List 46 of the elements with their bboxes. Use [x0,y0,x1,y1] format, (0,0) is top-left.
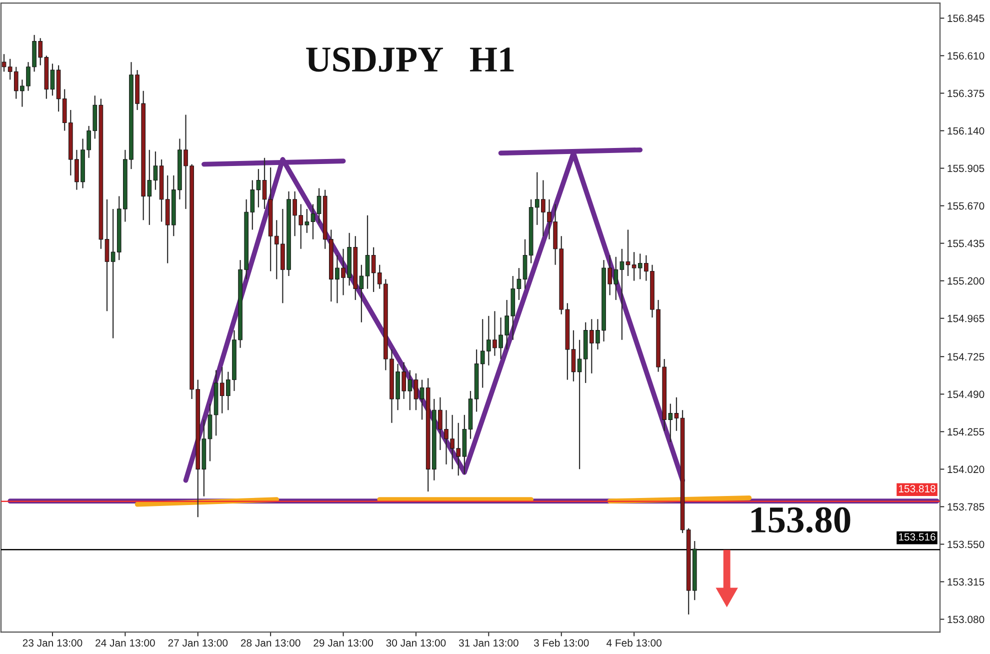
y-tick-label: 155.435 [948,240,984,248]
ref-line-label: 153.516 [898,533,936,541]
y-tick-label: 153.785 [948,503,984,511]
x-tick-label: 4 Feb 13:00 [606,638,662,647]
x-tick-label: 29 Jan 13:00 [314,639,373,647]
candlestick [522,238,528,290]
y-tick-label: 153.315 [948,578,984,586]
y-tick-label: 156.140 [948,127,984,135]
text: USDJPY H1 [306,48,514,72]
x-tick-label: 28 Jan 13:00 [240,639,300,647]
y-tick-label: 154.725 [948,353,984,361]
candlestick [577,339,582,470]
x-tick-label: 30 Jan 13:00 [386,639,446,647]
candlestick [50,63,55,96]
y-tick-label: 153.080 [948,616,984,624]
candlestick [310,204,316,240]
y-tick-label: 155.200 [948,277,984,285]
x-tick-label: 24 Jan 13:00 [96,639,155,647]
candlestick [208,403,212,462]
candlestick [153,150,158,190]
candlestick [316,188,322,224]
x-tick-label: 27 Jan 13:00 [168,639,228,647]
candlestick [420,379,424,420]
x-tick-label: 31 Jan 13:00 [458,639,518,647]
candlestick [256,168,261,208]
candlestick [674,396,679,432]
candlestick [571,330,576,382]
x-tick-label: 23 Jan 13:00 [22,639,82,647]
y-tick-label: 154.020 [948,466,984,474]
candlestick [516,267,522,301]
candlestick [104,198,110,312]
y-tick-label: 155.670 [948,202,984,210]
x-tick-label: 3 Feb 13:00 [534,638,589,647]
y-tick-label: 154.965 [948,314,984,322]
candlestick [262,157,267,210]
y-tick-label: 153.550 [948,540,984,548]
annotation: 153.80 [752,507,850,533]
candlestick [414,372,418,411]
candlestick [365,214,370,290]
y-tick-label: 156.845 [948,14,984,22]
y-tick-label: 154.255 [948,428,984,436]
y-tick-label: 155.905 [948,164,984,172]
y-tick-label: 154.490 [948,390,984,398]
y-tick-label: 156.375 [948,90,984,98]
ref-line-label: 153.818 [898,485,936,492]
y-tick-label: 156.610 [948,52,984,60]
